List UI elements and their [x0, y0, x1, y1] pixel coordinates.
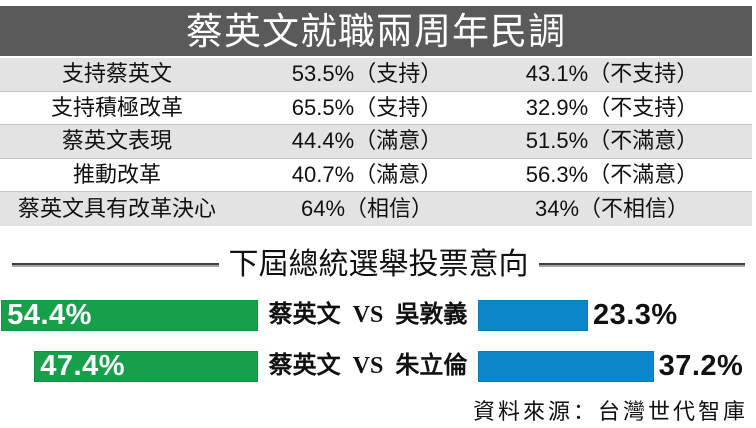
- table-row: 支持蔡英文 53.5%（支持） 43.1%（不支持）: [0, 58, 752, 92]
- opponent-bar: [478, 300, 588, 331]
- table-row: 蔡英文表現 44.4%（滿意） 51.5%（不滿意）: [0, 125, 752, 159]
- unit: %: [568, 94, 589, 120]
- matchup-label: 蔡英文 VS 朱立倫: [268, 353, 468, 379]
- unit: %: [98, 350, 126, 382]
- value: 53.5: [291, 61, 335, 87]
- value: 51.5: [525, 128, 569, 154]
- tsai-value-label: 47.4%: [40, 351, 125, 382]
- unit: %: [651, 299, 678, 331]
- note: （滿意）: [354, 128, 443, 154]
- first-value-cell: 44.4%（滿意）: [234, 130, 500, 152]
- note: （不支持）: [588, 61, 699, 87]
- note: （支持）: [354, 61, 443, 87]
- value: 34: [534, 195, 560, 221]
- value: 44.4: [291, 128, 335, 154]
- matchup-row: 47.4% 蔡英文 VS 朱立倫 37.2%: [0, 351, 756, 382]
- second-value-cell: 51.5%（不滿意）: [500, 130, 724, 152]
- value: 54.4: [7, 299, 66, 331]
- table-row: 推動改革 40.7%（滿意） 56.3%（不滿意）: [0, 158, 752, 192]
- divider-line-left: [12, 263, 219, 267]
- value: 56.3: [525, 161, 569, 187]
- item-label: 支持蔡英文: [61, 61, 172, 87]
- first-value-cell: 64%（相信）: [234, 195, 500, 221]
- section-header: 下屆總統選舉投票意向: [12, 248, 745, 282]
- unit: %: [568, 161, 589, 187]
- value: 47.4: [40, 350, 99, 382]
- value: 32.9: [525, 94, 569, 120]
- second-value-cell: 34%（不相信）: [500, 195, 724, 221]
- item-label: 蔡英文具有改革決心: [17, 195, 216, 221]
- note: （不滿意）: [588, 161, 699, 187]
- value: 40.7: [291, 161, 335, 187]
- source-note: 資料來源：台灣世代智庫: [472, 399, 748, 424]
- matchup-label: 蔡英文 VS 吳敦義: [268, 302, 468, 328]
- note: （相信）: [345, 195, 434, 221]
- divider-line-right: [538, 263, 745, 267]
- opponent-value-label: 37.2%: [659, 351, 744, 382]
- item-label: 蔡英文表現: [61, 128, 172, 154]
- value: 65.5: [291, 94, 335, 120]
- item-label: 推動改革: [72, 161, 161, 187]
- tsai-bar: 54.4%: [1, 300, 258, 331]
- second-value-cell: 32.9%（不支持）: [500, 94, 724, 120]
- unit: %: [334, 161, 355, 187]
- value: 43.1: [525, 61, 569, 87]
- unit: %: [334, 94, 355, 120]
- first-value-cell: 65.5%（支持）: [234, 94, 500, 120]
- note: （滿意）: [354, 161, 443, 187]
- value: 64: [300, 195, 326, 221]
- note: （不滿意）: [588, 128, 699, 154]
- second-value-cell: 56.3%（不滿意）: [500, 161, 724, 187]
- item-label: 支持積極改革: [50, 94, 183, 120]
- first-value-cell: 53.5%（支持）: [234, 63, 500, 85]
- poll-table: 支持蔡英文 53.5%（支持） 43.1%（不支持） 支持積極改革 65.5%（…: [0, 58, 752, 226]
- opponent-bar: [478, 351, 654, 382]
- unit: %: [568, 61, 589, 87]
- section-title: 下屆總統選舉投票意向: [228, 248, 529, 281]
- unit: %: [717, 350, 744, 382]
- first-value-cell: 40.7%（滿意）: [234, 161, 500, 187]
- table-row: 支持積極改革 65.5%（支持） 32.9%（不支持）: [0, 91, 752, 125]
- unit: %: [568, 128, 589, 154]
- unit: %: [334, 128, 355, 154]
- unit: %: [334, 61, 355, 87]
- note: （不相信）: [579, 195, 690, 221]
- value: 37.2: [658, 350, 718, 382]
- tsai-value-label: 54.4%: [7, 300, 92, 331]
- note: （不支持）: [588, 94, 699, 120]
- value: 23.3: [592, 299, 652, 331]
- tsai-bar: 47.4%: [34, 351, 258, 382]
- unit: %: [325, 195, 346, 221]
- title-bar: 蔡英文就職兩周年民調: [0, 6, 752, 56]
- opponent-value-label: 23.3%: [593, 300, 678, 331]
- note: （支持）: [354, 94, 443, 120]
- table-row: 蔡英文具有改革決心 64%（相信） 34%（不相信）: [0, 192, 752, 226]
- second-value-cell: 43.1%（不支持）: [500, 63, 724, 85]
- matchup-row: 54.4% 蔡英文 VS 吳敦義 23.3%: [0, 300, 756, 331]
- unit: %: [559, 195, 580, 221]
- unit: %: [65, 299, 92, 331]
- chart-title: 蔡英文就職兩周年民調: [186, 10, 566, 52]
